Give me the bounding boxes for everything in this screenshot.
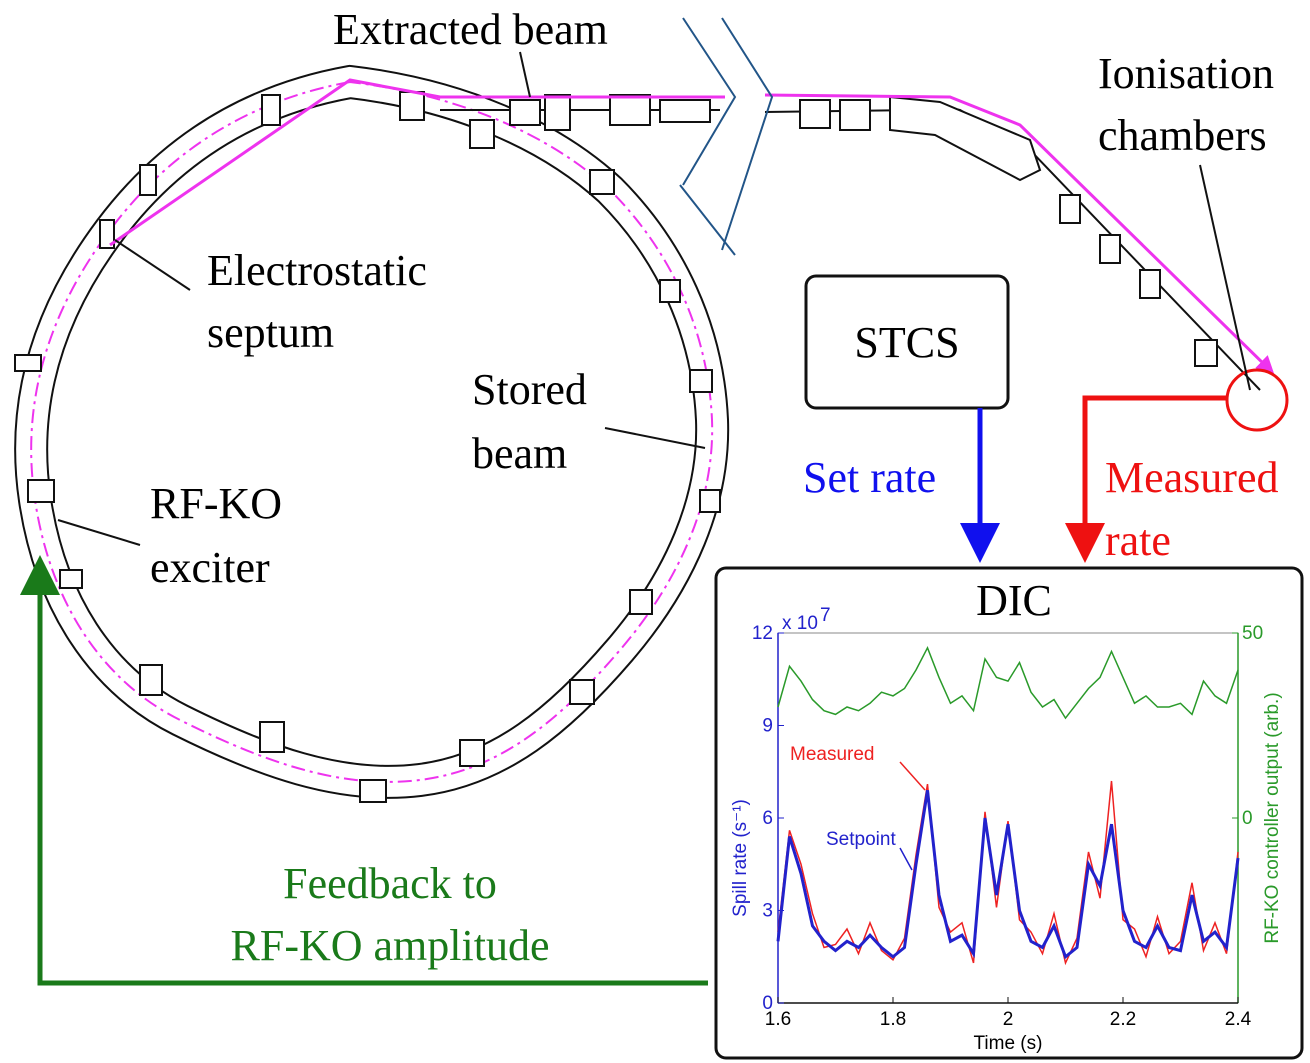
label: RF-KO amplitude (231, 921, 550, 970)
synchrotron-ring (14, 64, 730, 803)
y-tick-label: 6 (762, 808, 773, 829)
break-mark (679, 17, 774, 256)
label: Extracted beam (333, 5, 608, 54)
label: Set rate (803, 453, 936, 502)
x-tick-label: 1.8 (880, 1009, 906, 1030)
y2-tick-label: 50 (1242, 623, 1263, 644)
label: chambers (1098, 111, 1267, 160)
label: Electrostatic (207, 246, 427, 295)
label: RF-KO (150, 479, 282, 528)
chart: 1.6 1.8 2 2.2 2.4 0 3 6 9 12 0 50 Time (s) Spill rate… (730, 605, 1283, 1054)
x-tick-label: 2.2 (1110, 1009, 1136, 1030)
label: DIC (976, 576, 1052, 625)
label: Stored (472, 365, 587, 414)
y-axis-label: Spill rate (s⁻¹) (730, 799, 751, 917)
series-annotation: Measured (790, 744, 875, 765)
label: STCS (854, 318, 959, 367)
series-line (777, 645, 1239, 720)
y2-axis-label: RF-KO controller output (arb.) (1262, 692, 1283, 943)
label: beam (472, 429, 567, 478)
stcs-box (804, 274, 1010, 410)
series-line (776, 790, 1240, 960)
y-tick-label: 12 (752, 623, 773, 644)
y-tick-label: 9 (762, 716, 773, 737)
extracted-beam-path (764, 93, 1275, 375)
label: septum (207, 308, 334, 357)
annotation-pointer (899, 847, 913, 871)
label: exciter (150, 543, 270, 592)
y-tick-label: 0 (762, 993, 773, 1014)
y-tick-label: 3 (762, 901, 773, 922)
annotation-pointer (899, 761, 926, 791)
ionisation-chamber-marker (1225, 368, 1289, 432)
measured-rate-arrow (1065, 395, 1228, 563)
y-multiplier: x 10 (782, 613, 818, 634)
feedback-arrow (20, 555, 708, 986)
x-tick-label: 2 (1003, 1009, 1014, 1030)
label: Feedback to (283, 859, 497, 908)
beamline (440, 94, 1261, 391)
label: Measured (1105, 453, 1279, 502)
series-annotation: Setpoint (826, 829, 896, 850)
x-tick-label: 2.4 (1225, 1009, 1252, 1030)
y-multiplier-exp: 7 (820, 605, 831, 626)
y2-tick-label: 0 (1242, 808, 1253, 829)
plot-area (777, 632, 1239, 1004)
extracted-beam-path (109, 78, 725, 247)
pointer-lines (57, 51, 1251, 546)
label: rate (1105, 516, 1171, 565)
x-tick-label: 1.6 (765, 1009, 791, 1030)
x-axis-label: Time (s) (974, 1033, 1043, 1054)
label: Ionisation (1098, 49, 1274, 98)
